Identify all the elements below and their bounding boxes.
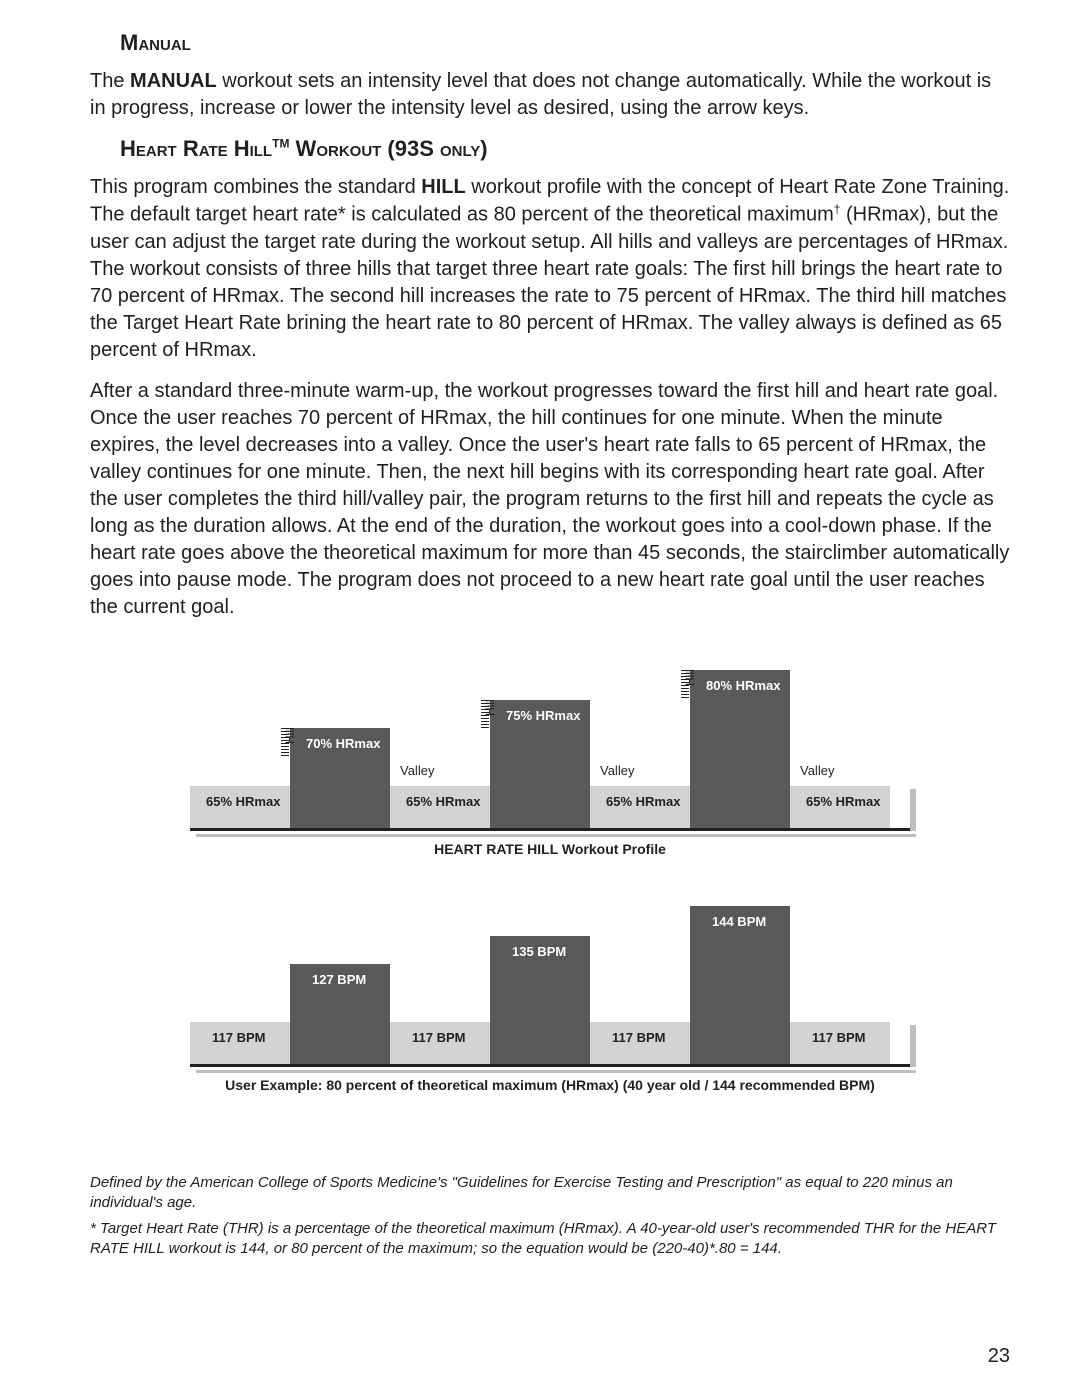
footnote-1: Defined by the American College of Sport… [90, 1173, 1010, 1214]
hill-label: Hill [683, 669, 697, 686]
chart-bar: 117 BPM [190, 1022, 290, 1064]
bar-label: 75% HRmax [506, 708, 580, 723]
valley-label: Valley [800, 763, 834, 778]
bar-label: 70% HRmax [306, 736, 380, 751]
chart-bar: 117 BPM [790, 1022, 890, 1064]
valley-label: Valley [400, 763, 434, 778]
bar-label: 65% HRmax [606, 794, 680, 809]
hrh-profile-chart: 65% HRmax 70% HRmax Hill 65% HRmax Valley 75%… [190, 651, 910, 831]
chart-bar: 117 BPM [590, 1022, 690, 1064]
bar-label: 65% HRmax [806, 794, 880, 809]
manual-heading: Manual [120, 30, 1010, 56]
user-example-chart: 117 BPM 127 BPM 117 BPM 135 BPM 117 BPM 144 B… [190, 887, 910, 1067]
chart-bar: 75% HRmax [490, 700, 590, 828]
chart-bar: 65% HRmax [390, 786, 490, 828]
chart-bar: 70% HRmax [290, 728, 390, 828]
chart-shadow [196, 1070, 916, 1073]
bar-label: 65% HRmax [406, 794, 480, 809]
bar-label: 117 BPM [612, 1030, 665, 1045]
chart-shadow [196, 834, 916, 837]
manual-paragraph: The MANUAL workout sets an intensity lev… [90, 68, 1010, 122]
chart-shadow-side [910, 1025, 916, 1067]
chart-bar: 135 BPM [490, 936, 590, 1064]
chart-bar: 65% HRmax [590, 786, 690, 828]
hrh-paragraph-1: This program combines the standard HILL … [90, 174, 1010, 364]
chart-bar: 65% HRmax [790, 786, 890, 828]
chart-bar: 144 BPM [690, 906, 790, 1064]
chart-bar: 127 BPM [290, 964, 390, 1064]
hill-label: Hill [283, 727, 297, 744]
chart1-caption: HEART RATE HILL Workout Profile [190, 841, 910, 857]
bar-label: 135 BPM [512, 944, 566, 959]
hrh-paragraph-2: After a standard three-minute warm-up, t… [90, 378, 1010, 621]
bar-label: 80% HRmax [706, 678, 780, 693]
valley-label: Valley [600, 763, 634, 778]
chart-bar: 117 BPM [390, 1022, 490, 1064]
chart-bar: 65% HRmax [190, 786, 290, 828]
footnotes: Defined by the American College of Sport… [90, 1173, 1010, 1260]
footnote-2: * Target Heart Rate (THR) is a percentag… [90, 1219, 1010, 1260]
bar-label: 117 BPM [812, 1030, 865, 1045]
chart-shadow-side [910, 789, 916, 831]
bar-label: 65% HRmax [206, 794, 280, 809]
bar-label: 144 BPM [712, 914, 766, 929]
page-number: 23 [988, 1345, 1010, 1368]
hill-label: Hill [483, 699, 497, 716]
bar-label: 127 BPM [312, 972, 366, 987]
chart2-caption: User Example: 80 percent of theoretical … [190, 1077, 910, 1093]
chart-bar: 80% HRmax [690, 670, 790, 828]
bar-label: 117 BPM [412, 1030, 465, 1045]
hrh-heading: Heart Rate HillTM Workout (93S only) [120, 136, 1010, 162]
bar-label: 117 BPM [212, 1030, 265, 1045]
